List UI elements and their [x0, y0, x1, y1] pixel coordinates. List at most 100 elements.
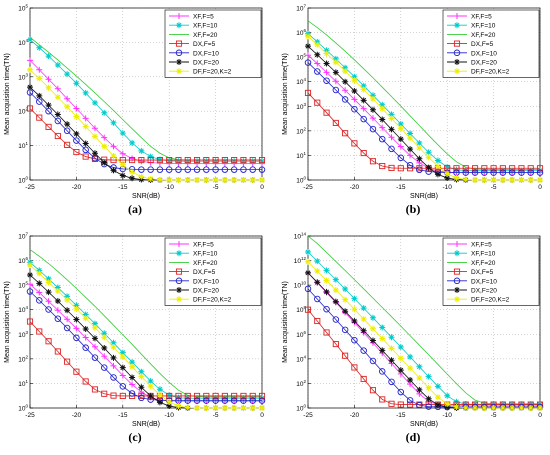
data-point-xf-f-10: [249, 158, 256, 165]
data-point-dx-f-5: [231, 392, 238, 399]
legend-label-dx-f-5: DX,F=5: [471, 269, 494, 276]
data-point-dx-f-5: [407, 401, 414, 408]
data-point-dx-f-5: [388, 400, 395, 407]
data-point-dx-f-5: [240, 392, 247, 399]
x-tick-label: -5: [491, 184, 497, 191]
legend: XF,F=5 XF,F=10 XF,F=20 DX,F=5 DX,F=10 DX,F=20…: [442, 237, 540, 306]
data-point-dx-f-20: [91, 335, 98, 342]
data-point-xf-f-5: [369, 115, 376, 122]
x-axis-label: SNR(dB): [410, 193, 438, 200]
x-tick-label: -10: [164, 184, 174, 191]
data-point-xf-f-10: [425, 149, 432, 156]
data-point-xf-f-10: [351, 73, 358, 80]
legend-label-dx-f-20: DX,F=20: [471, 288, 497, 295]
data-point-df-f-20-k-2: [434, 163, 441, 170]
data-point-dx-f-20: [425, 164, 432, 171]
data-point-dx-f-10: [45, 107, 52, 115]
x-tick-label: 0: [260, 184, 264, 191]
data-point-dx-f-5: [490, 165, 497, 172]
data-point-df-f-20-k-2: [462, 404, 469, 411]
data-point-df-f-20-k-2: [203, 177, 210, 183]
data-point-xf-f-10: [203, 158, 210, 165]
x-tick-label: -25: [25, 412, 35, 419]
data-point-dx-f-5: [379, 162, 386, 170]
data-point-xf-f-10: [110, 339, 117, 346]
data-point-df-f-20-k-2: [323, 50, 330, 57]
series-line-dx-f-10: [307, 62, 540, 174]
legend-marker-dx-f-5: [453, 268, 461, 275]
legend-marker-dx-f-20: [176, 287, 182, 293]
data-point-dx-f-5: [240, 157, 247, 164]
data-point-dx-f-20: [388, 357, 395, 364]
data-point-dx-f-5: [369, 387, 377, 394]
data-point-dx-f-5: [129, 157, 136, 164]
y-tick-label: 104: [18, 38, 28, 47]
data-point-df-f-20-k-2: [518, 177, 525, 183]
data-point-dx-f-10: [332, 86, 340, 94]
legend: XF,F=5 XF,F=10 XF,F=20 DX,F=5 DX,F=10 DX,F=20…: [164, 237, 262, 306]
data-point-dx-f-5: [397, 401, 404, 408]
data-point-dx-f-10: [481, 169, 488, 176]
chart-a-svg: -25 -20 -15 -10 -5 0 100 101 102 103 104 105 SNR(dB)…: [4, 4, 266, 200]
data-point-xf-f-10: [119, 130, 126, 137]
data-point-xf-f-10: [64, 293, 71, 300]
data-point-dx-f-20: [64, 121, 71, 128]
data-point-dx-f-10: [54, 117, 62, 125]
data-point-xf-f-10: [156, 386, 163, 393]
data-point-df-f-20-k-2: [259, 177, 265, 183]
x-tick-label: -20: [350, 412, 360, 419]
data-point-df-f-20-k-2: [240, 405, 247, 411]
data-point-dx-f-20: [434, 171, 441, 178]
data-point-df-f-20-k-2: [166, 177, 173, 183]
data-point-dx-f-5: [462, 165, 469, 172]
legend-label-dx-f-20: DX,F=20: [193, 288, 219, 295]
data-point-dx-f-20: [36, 92, 43, 99]
data-point-xf-f-5: [36, 289, 43, 296]
y-axis-label: Mean acquisition time(TN): [282, 281, 289, 363]
data-point-xf-f-10: [231, 158, 238, 165]
data-point-df-f-20-k-2: [360, 316, 367, 323]
data-point-dx-f-5: [499, 165, 506, 172]
y-axis-label: Mean acquisition time(TN): [4, 53, 11, 135]
data-point-dx-f-20: [91, 150, 98, 157]
data-point-dx-f-5: [54, 132, 61, 140]
data-point-df-f-20-k-2: [175, 177, 182, 183]
data-point-xf-f-5: [45, 76, 52, 83]
data-point-dx-f-20: [425, 395, 432, 402]
data-point-dx-f-5: [166, 392, 173, 399]
data-point-xf-f-10: [54, 62, 61, 69]
data-point-xf-f-5: [91, 125, 98, 132]
data-point-xf-f-10: [434, 383, 441, 390]
data-point-dx-f-20: [332, 298, 339, 305]
data-point-dx-f-10: [63, 324, 71, 332]
data-point-xf-f-5: [27, 57, 33, 64]
data-point-xf-f-5: [64, 316, 71, 323]
data-point-dx-f-10: [212, 166, 219, 173]
legend-label-dx-f-10: DX,F=10: [193, 278, 219, 285]
data-point-dx-f-20: [351, 318, 358, 325]
data-point-dx-f-5: [481, 165, 488, 172]
data-point-dx-f-10: [63, 127, 71, 135]
data-point-df-f-20-k-2: [221, 177, 228, 183]
data-point-df-f-20-k-2: [54, 287, 61, 294]
data-point-xf-f-5: [119, 372, 126, 379]
data-point-dx-f-20: [305, 269, 311, 276]
legend-marker-dx-f-10: [175, 277, 183, 285]
chart-panel-d: -25 -20 -15 -10 -5 0 100 102 104 106 108 1010 1012 10…: [278, 228, 548, 450]
data-point-dx-f-10: [388, 145, 395, 153]
legend-marker-xf-f-10: [176, 250, 182, 257]
data-point-xf-f-10: [388, 111, 395, 118]
data-point-df-f-20-k-2: [129, 363, 136, 370]
data-point-dx-f-10: [471, 169, 479, 176]
data-point-xf-f-5: [54, 85, 61, 92]
data-point-dx-f-5: [332, 341, 339, 348]
data-point-xf-f-10: [369, 314, 376, 321]
x-tick-label: -25: [303, 184, 313, 191]
x-tick-label: -10: [442, 184, 452, 191]
legend-marker-df-f-20-k-2: [454, 68, 460, 75]
chart-panel-c: -25 -20 -15 -10 -5 0 100 101 102 103 104 105 106 107 S…: [0, 228, 270, 450]
data-point-dx-f-10: [341, 96, 349, 103]
data-point-dx-f-20: [138, 384, 145, 391]
data-point-df-f-20-k-2: [444, 170, 451, 177]
series-line-xf-f-20: [307, 20, 540, 170]
